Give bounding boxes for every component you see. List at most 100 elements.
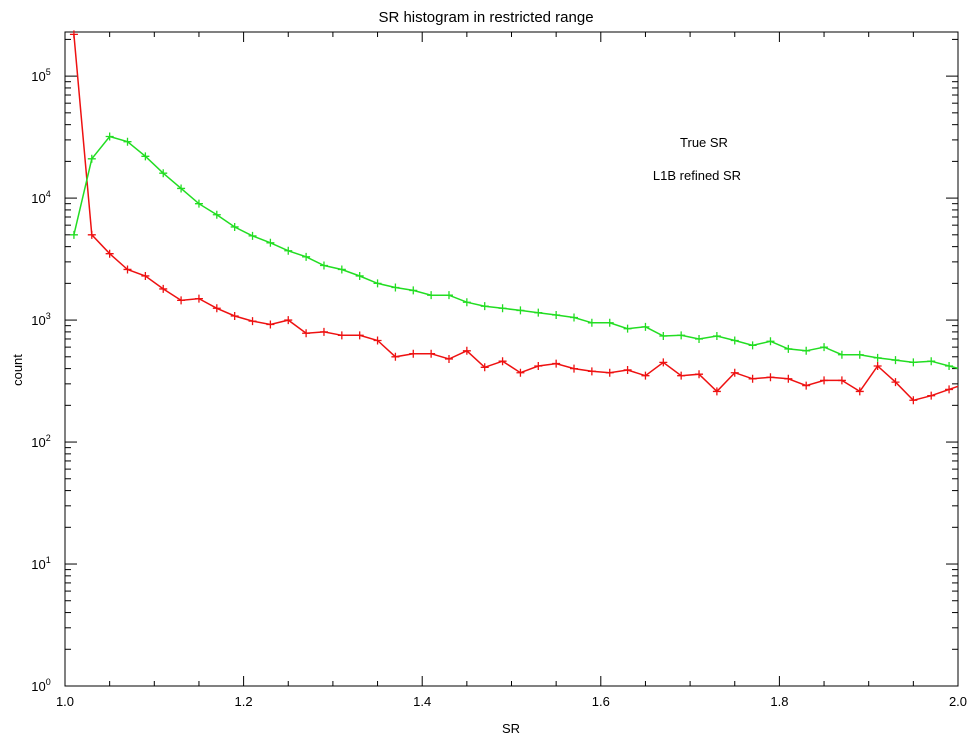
data-point <box>641 322 650 331</box>
data-point <box>337 331 346 340</box>
plot-area <box>64 31 959 687</box>
data-point <box>319 327 328 336</box>
data-point <box>927 357 936 366</box>
data-point <box>337 265 346 274</box>
x-tick-label: 1.6 <box>592 694 610 709</box>
y-tick-label: 100 <box>31 677 50 694</box>
data-point <box>87 154 96 163</box>
data-point <box>677 331 686 340</box>
data-point <box>302 252 311 261</box>
data-point <box>480 302 489 311</box>
data-point <box>498 357 507 366</box>
data-point <box>587 367 596 376</box>
data-point <box>141 271 150 280</box>
data-point <box>462 298 471 307</box>
x-axis-label: SR <box>502 721 520 736</box>
data-point <box>194 294 203 303</box>
data-point <box>444 354 453 363</box>
data-point <box>891 378 900 387</box>
y-axis: 100 101 102 103 104 105 <box>31 38 958 694</box>
data-point <box>159 169 168 178</box>
data-point <box>230 311 239 320</box>
plot-frame <box>64 31 959 687</box>
data-point <box>373 279 382 288</box>
data-point <box>248 231 257 240</box>
data-point <box>659 332 668 341</box>
data-point <box>105 132 114 141</box>
data-point <box>659 358 668 367</box>
legend-true-sr: True SR <box>680 135 728 150</box>
chart-title: SR histogram in restricted range <box>378 9 593 26</box>
data-point <box>712 387 721 396</box>
data-point <box>945 385 954 394</box>
series-1 <box>69 132 959 371</box>
data-point <box>891 356 900 365</box>
data-point <box>945 362 954 371</box>
data-point <box>230 222 239 231</box>
data-point <box>69 230 78 239</box>
data-point <box>284 316 293 325</box>
data-point <box>855 350 864 359</box>
data-point <box>570 313 579 322</box>
data-point <box>141 152 150 161</box>
data-point <box>784 374 793 383</box>
data-point <box>909 396 918 405</box>
data-point <box>802 346 811 355</box>
x-tick-label: 1.8 <box>770 694 788 709</box>
x-tick-label: 1.4 <box>413 694 431 709</box>
y-tick-label: 105 <box>31 67 50 84</box>
data-point <box>623 365 632 374</box>
data-point <box>462 346 471 355</box>
data-point <box>266 320 275 329</box>
data-point <box>444 291 453 300</box>
data-point <box>87 230 96 239</box>
series-line <box>73 34 959 402</box>
data-point <box>927 391 936 400</box>
data-point <box>355 271 364 280</box>
data-point <box>409 286 418 295</box>
x-axis: 1.0 1.2 1.4 1.6 1.8 2.0 <box>56 32 967 709</box>
data-point <box>552 311 561 320</box>
data-point <box>730 336 739 345</box>
y-axis-label: count <box>10 354 25 386</box>
data-point <box>605 318 614 327</box>
data-point <box>552 359 561 368</box>
data-point <box>748 374 757 383</box>
data-point <box>194 199 203 208</box>
data-point <box>766 337 775 346</box>
series-line <box>73 135 959 370</box>
data-point <box>391 352 400 361</box>
data-point <box>212 304 221 313</box>
data-point <box>873 362 882 371</box>
data-point <box>427 291 436 300</box>
data-point <box>837 350 846 359</box>
data-point <box>695 370 704 379</box>
x-tick-label: 1.2 <box>235 694 253 709</box>
data-point <box>748 341 757 350</box>
data-point <box>319 261 328 270</box>
data-point <box>105 249 114 258</box>
y-tick-label: 103 <box>31 311 50 328</box>
data-point <box>820 376 829 385</box>
data-point <box>284 246 293 255</box>
data-point <box>373 336 382 345</box>
data-point <box>498 304 507 313</box>
data-point <box>587 318 596 327</box>
data-point <box>855 387 864 396</box>
x-tick-label: 1.0 <box>56 694 74 709</box>
data-point <box>516 306 525 315</box>
data-point <box>159 284 168 293</box>
data-point <box>355 331 364 340</box>
data-point <box>266 238 275 247</box>
y-tick-label: 101 <box>31 555 50 572</box>
data-point <box>480 363 489 372</box>
data-point <box>677 371 686 380</box>
data-point <box>177 296 186 305</box>
legend-l1b-refined-sr: L1B refined SR <box>653 168 741 183</box>
data-point <box>302 329 311 338</box>
data-point <box>123 137 132 146</box>
data-point <box>802 381 811 390</box>
data-point <box>605 368 614 377</box>
data-point <box>69 30 78 39</box>
